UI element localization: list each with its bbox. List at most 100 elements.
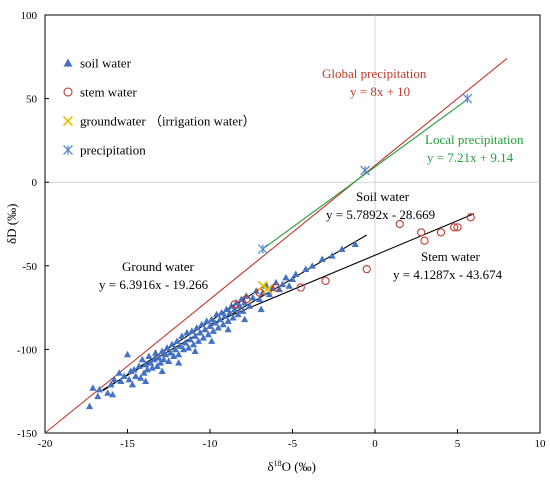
soil-water-title: Soil water [356,189,410,204]
soil-water-point [208,315,216,323]
soil-water-point [160,355,168,363]
y-tick-label: -150 [17,428,38,440]
soil-water-point [171,345,179,353]
soil-water-point [140,369,148,376]
soil-water-point [168,340,176,348]
soil-water-point [272,278,280,286]
legend-precip-marker [63,145,73,155]
stem-water-point [453,223,462,232]
soil-water-point [163,344,171,351]
stem-water-point [395,219,404,229]
soil-water-point [196,329,204,336]
soil-water-point [161,350,170,358]
soil-water-point [155,354,163,361]
soil-water-point [285,282,293,289]
soil-water-point [110,375,118,383]
groundwater-point [257,280,268,291]
soil-water-point [249,293,257,301]
soil-water-point [219,320,227,328]
local-precipitation-title: Local precipitation [425,132,524,147]
ground-water-equation: y = 6.3916x - 19.266 [99,277,209,292]
soil-water-point [318,255,326,262]
soil-water-point [217,309,226,316]
soil-water-point [201,325,209,333]
stem-water-point [450,223,459,232]
y-tick-label: 100 [21,10,38,22]
stem-water-point [321,276,330,285]
stem-water-point [420,236,429,245]
soil-water-point [173,337,181,344]
soil-water-point [229,314,237,321]
soil-water-point [151,349,160,356]
x-tick-label: 0 [372,438,378,450]
soil-water-point [89,384,97,391]
soil-water-point [127,367,135,375]
legend-precip-label: precipitation [80,143,146,158]
soil-water-point [147,359,155,366]
precipitation-point [360,165,371,176]
soil-water-point [85,402,94,410]
soil-water-point [175,350,183,358]
soil-water-point [125,375,133,383]
soil-water-point [143,365,151,373]
stem-water-title: Stem water [421,249,481,264]
soil-water-point [302,265,310,273]
soil-water-point [137,374,145,381]
soil-water-point [186,335,194,343]
stem-water-point [436,228,446,237]
soil-water-point [199,334,207,341]
soil-water-point [191,347,199,354]
soil-water-point [94,392,102,400]
soil-water-point [288,275,297,283]
local-precipitation-equation: y = 7.21x + 9.14 [427,150,514,165]
soil-water-point [193,324,201,331]
global-precipitation-equation: y = 8x + 10 [350,84,410,99]
soil-water-point [216,315,224,323]
soil-water-point [194,337,203,344]
soil-water-point [206,322,214,329]
soil-water-point [170,352,178,359]
soil-water-point [132,372,140,380]
soil-water-point [208,337,216,344]
soil-water-point [142,360,150,368]
x-tick-label: 5 [455,438,461,450]
soil-water-point [166,349,174,356]
soil-water-point [241,315,249,323]
x-tick-label: -5 [288,438,298,450]
soil-water-point [128,380,137,388]
soil-water-point [150,355,158,363]
soil-water-point [109,390,117,398]
soil-water-point [328,252,336,259]
soil-water-point [234,310,242,318]
soil-water-point [222,305,231,313]
soil-water-point [188,327,196,334]
soil-water-point [95,385,104,393]
legend-stem-label: stem water [80,85,137,100]
soil-water-point [176,342,184,349]
soil-water-point [255,295,264,303]
legend: soil water stem water groundwater （irrigat… [62,56,255,158]
soil-water-point [130,365,138,373]
legend-ground-label: groundwater （irrigation water） [80,114,255,129]
soil-water-point [231,305,239,313]
soil-water-point [148,364,156,371]
y-tick-label: 0 [32,177,38,189]
legend-ground-marker [62,115,74,127]
soil-water-point [165,357,173,364]
stem-water-point [242,295,251,304]
legend-stem-marker [63,87,73,97]
soil-water-point [142,377,150,385]
soil-water-point [145,352,153,359]
stem-line [209,213,475,325]
precipitation-point [462,93,473,104]
soil-water-point [178,332,186,339]
soil-water-point [135,362,143,369]
soil-water-point [236,302,244,309]
global-precipitation-title: Global precipitation [322,66,427,81]
soil-water-point [265,290,273,298]
soil-water-point [198,320,206,328]
soil-water-point [351,240,359,247]
stem-water-point [230,300,239,309]
soil-water-point [308,262,316,269]
